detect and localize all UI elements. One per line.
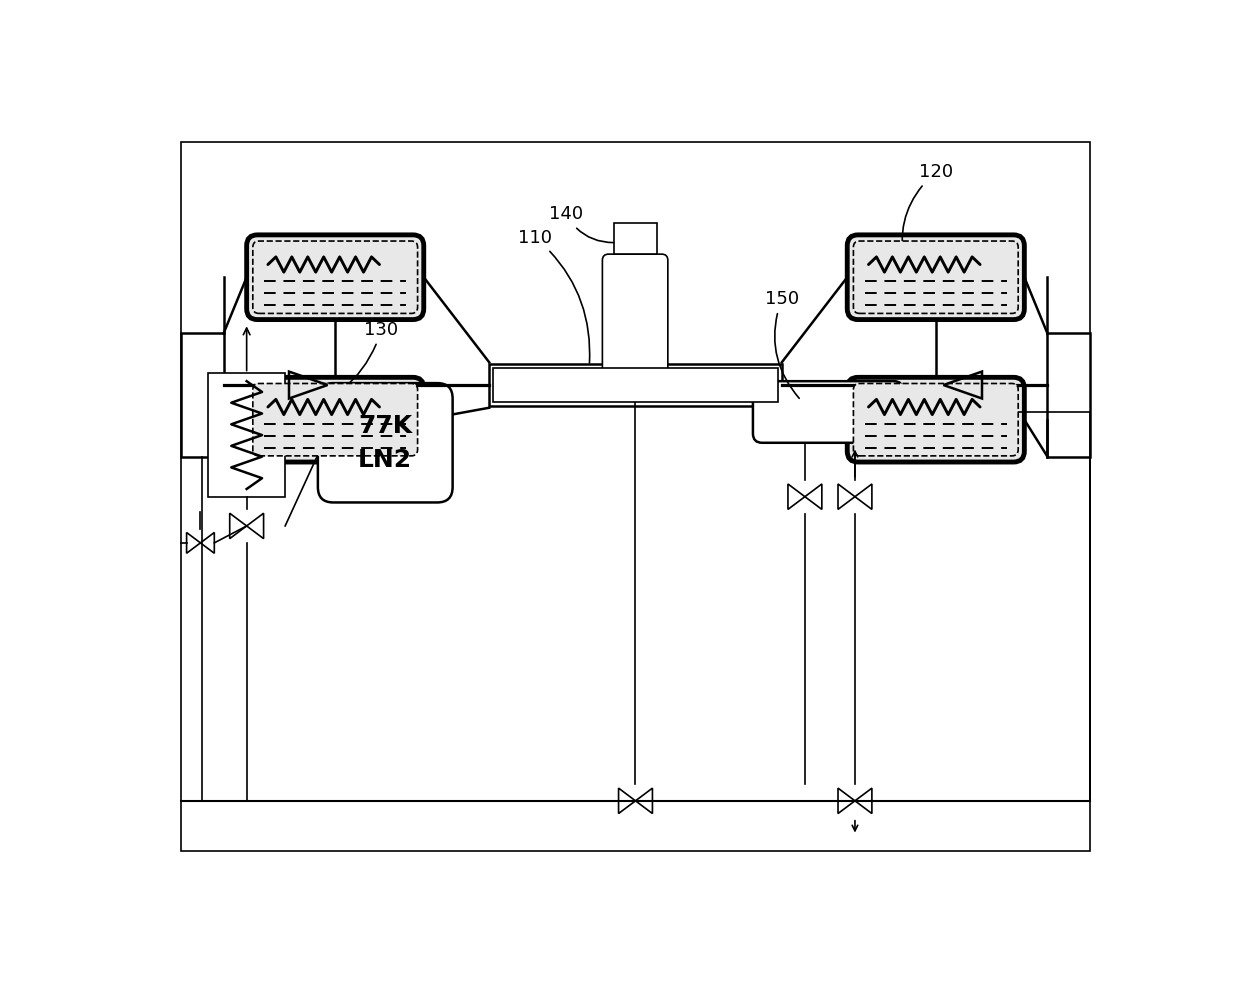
FancyBboxPatch shape xyxy=(853,241,1018,313)
Text: 77K: 77K xyxy=(358,413,413,438)
Text: 130: 130 xyxy=(291,321,398,411)
FancyBboxPatch shape xyxy=(847,377,1024,462)
FancyBboxPatch shape xyxy=(753,381,903,443)
Text: 150: 150 xyxy=(765,290,800,399)
FancyBboxPatch shape xyxy=(847,235,1024,319)
Text: 140: 140 xyxy=(549,205,614,243)
FancyBboxPatch shape xyxy=(247,377,424,462)
Bar xyxy=(181,334,223,457)
Text: 110: 110 xyxy=(518,229,590,363)
FancyBboxPatch shape xyxy=(317,383,453,503)
Bar xyxy=(208,373,285,497)
Text: 120: 120 xyxy=(903,163,952,263)
FancyBboxPatch shape xyxy=(247,235,424,319)
FancyBboxPatch shape xyxy=(253,241,418,313)
Bar xyxy=(614,223,657,254)
FancyBboxPatch shape xyxy=(603,254,668,397)
Text: LN2: LN2 xyxy=(358,448,413,471)
FancyBboxPatch shape xyxy=(853,384,1018,456)
Bar xyxy=(490,364,781,407)
Bar xyxy=(494,367,777,403)
FancyBboxPatch shape xyxy=(253,384,418,456)
Bar xyxy=(1048,334,1090,457)
